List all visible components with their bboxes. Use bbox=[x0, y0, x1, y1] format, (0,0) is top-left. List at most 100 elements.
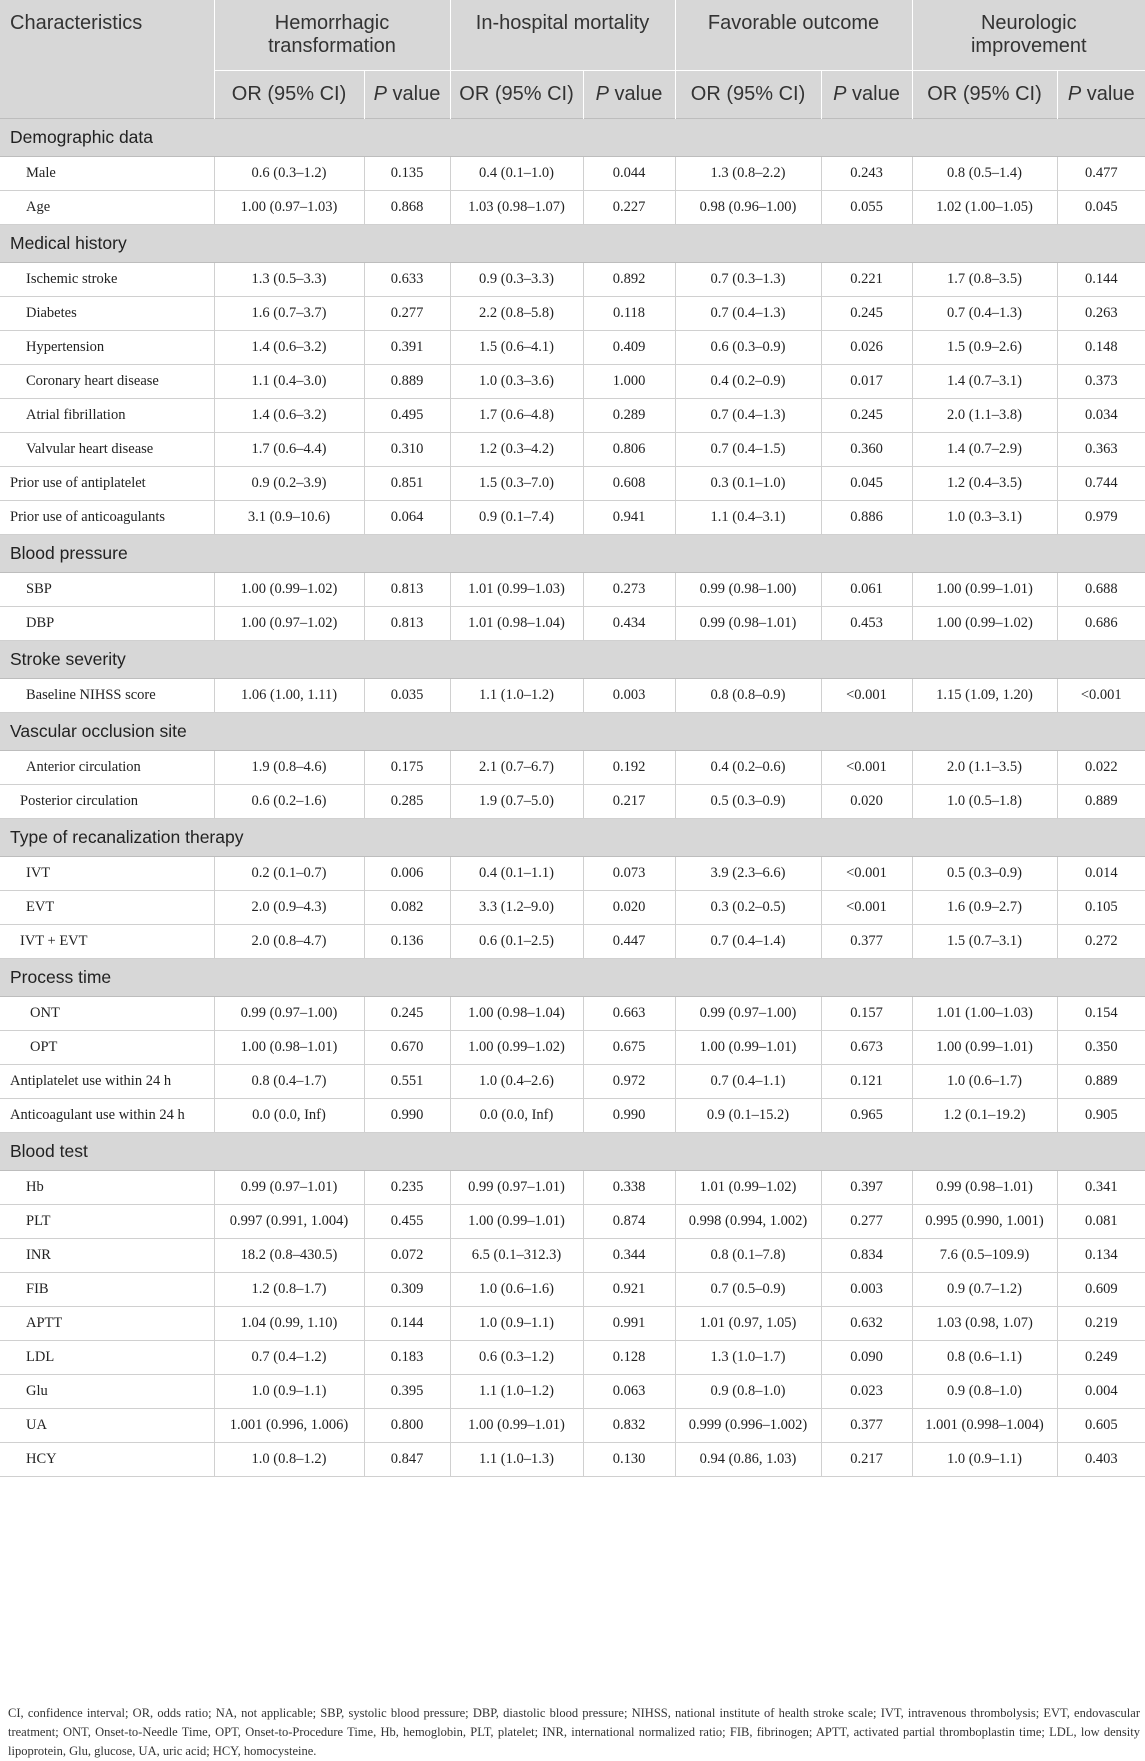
or-ci-cell: 1.04 (0.99, 1.10) bbox=[214, 1306, 365, 1341]
p-value-cell: 0.344 bbox=[583, 1238, 676, 1273]
or-ci-cell: 1.0 (0.6–1.6) bbox=[450, 1272, 584, 1307]
or-ci-cell: 0.9 (0.7–1.2) bbox=[912, 1272, 1058, 1307]
row-label: LDL bbox=[0, 1340, 215, 1375]
or-ci-cell: 0.6 (0.1–2.5) bbox=[450, 924, 584, 959]
header-group-neurologic-improvement: Neurologic improvement bbox=[912, 0, 1145, 70]
p-value-cell: 0.249 bbox=[1057, 1340, 1145, 1375]
or-ci-cell: 0.7 (0.3–1.3) bbox=[675, 262, 822, 297]
header-group-in-hospital-mortality: In-hospital mortality bbox=[450, 0, 676, 70]
or-ci-cell: 1.03 (0.98, 1.07) bbox=[912, 1306, 1058, 1341]
p-value-cell: 0.003 bbox=[583, 678, 676, 713]
or-ci-cell: 1.5 (0.9–2.6) bbox=[912, 330, 1058, 365]
or-ci-cell: 0.995 (0.990, 1.001) bbox=[912, 1204, 1058, 1239]
p-value-cell: 0.889 bbox=[364, 364, 451, 399]
p-value-cell: 0.363 bbox=[1057, 432, 1145, 467]
or-ci-cell: 1.0 (0.5–1.8) bbox=[912, 784, 1058, 819]
or-ci-cell: 0.7 (0.4–1.3) bbox=[675, 296, 822, 331]
p-value-cell: 0.847 bbox=[364, 1442, 451, 1477]
table-row: Coronary heart disease 1.1 (0.4–3.0) 0.889… bbox=[0, 364, 1145, 399]
p-value-cell: 0.277 bbox=[364, 296, 451, 331]
or-ci-cell: 1.1 (0.4–3.1) bbox=[675, 500, 822, 535]
p-value-cell: 0.245 bbox=[821, 296, 913, 331]
p-value-cell: 0.105 bbox=[1057, 890, 1145, 925]
table-row: Baseline NIHSS score 1.06 (1.00, 1.11) 0.0… bbox=[0, 678, 1145, 713]
row-label: SBP bbox=[0, 572, 215, 607]
p-value-cell: 0.889 bbox=[1057, 784, 1145, 819]
or-ci-cell: 1.03 (0.98–1.07) bbox=[450, 190, 584, 225]
p-value-cell: 0.447 bbox=[583, 924, 676, 959]
section-header-row: Blood test bbox=[0, 1131, 1145, 1171]
or-ci-cell: 0.99 (0.97–1.01) bbox=[450, 1170, 584, 1205]
p-value-cell: 0.609 bbox=[1057, 1272, 1145, 1307]
row-label: IVT bbox=[0, 856, 215, 891]
or-ci-cell: 0.4 (0.2–0.9) bbox=[675, 364, 822, 399]
or-ci-cell: 2.2 (0.8–5.8) bbox=[450, 296, 584, 331]
table-row: Prior use of anticoagulants 3.1 (0.9–10.6… bbox=[0, 500, 1145, 535]
row-label: Prior use of anticoagulants bbox=[0, 500, 215, 535]
p-value-cell: 0.035 bbox=[364, 678, 451, 713]
or-ci-cell: 0.0 (0.0, Inf) bbox=[214, 1098, 365, 1133]
p-value-cell: 0.673 bbox=[821, 1030, 913, 1065]
p-value-cell: 0.061 bbox=[821, 572, 913, 607]
p-value-cell: 0.350 bbox=[1057, 1030, 1145, 1065]
p-italic: P bbox=[833, 82, 847, 105]
p-value-cell: 0.245 bbox=[821, 398, 913, 433]
or-ci-cell: 1.0 (0.4–2.6) bbox=[450, 1064, 584, 1099]
p-value-cell: 0.045 bbox=[821, 466, 913, 501]
p-value-cell: 0.235 bbox=[364, 1170, 451, 1205]
or-ci-cell: 1.2 (0.8–1.7) bbox=[214, 1272, 365, 1307]
p-value-cell: 0.134 bbox=[1057, 1238, 1145, 1273]
or-ci-cell: 0.9 (0.2–3.9) bbox=[214, 466, 365, 501]
or-ci-cell: 0.99 (0.98–1.01) bbox=[675, 606, 822, 641]
header-or-ci: OR (95% CI) bbox=[912, 69, 1058, 118]
or-ci-cell: 2.0 (1.1–3.8) bbox=[912, 398, 1058, 433]
table-row: EVT 2.0 (0.9–4.3) 0.082 3.3 (1.2–9.0) 0.020 0… bbox=[0, 890, 1145, 925]
p-value-cell: 0.055 bbox=[821, 190, 913, 225]
p-value-cell: 0.148 bbox=[1057, 330, 1145, 365]
row-label: UA bbox=[0, 1408, 215, 1443]
or-ci-cell: 1.7 (0.6–4.8) bbox=[450, 398, 584, 433]
or-ci-cell: 1.1 (1.0–1.2) bbox=[450, 1374, 584, 1409]
or-ci-cell: 0.99 (0.97–1.00) bbox=[214, 996, 365, 1031]
p-value-cell: 0.017 bbox=[821, 364, 913, 399]
header-or-ci: OR (95% CI) bbox=[450, 69, 584, 118]
row-label: Posterior circulation bbox=[0, 784, 215, 819]
p-value-cell: <0.001 bbox=[821, 890, 913, 925]
p-value-cell: 0.003 bbox=[821, 1272, 913, 1307]
or-ci-cell: 1.001 (0.996, 1.006) bbox=[214, 1408, 365, 1443]
p-value-cell: 0.397 bbox=[821, 1170, 913, 1205]
p-value-cell: 0.806 bbox=[583, 432, 676, 467]
table-row: PLT 0.997 (0.991, 1.004) 0.455 1.00 (0.99–1… bbox=[0, 1204, 1145, 1239]
table-row: IVT + EVT 2.0 (0.8–4.7) 0.136 0.6 (0.1–2.5)… bbox=[0, 924, 1145, 959]
row-label: APTT bbox=[0, 1306, 215, 1341]
header-characteristics: Characteristics bbox=[0, 0, 215, 118]
section-title: Process time bbox=[0, 957, 1145, 997]
row-label: IVT + EVT bbox=[0, 924, 215, 959]
p-value-cell: 0.605 bbox=[1057, 1408, 1145, 1443]
p-italic: P bbox=[1067, 82, 1082, 105]
or-ci-cell: 1.0 (0.9–1.1) bbox=[450, 1306, 584, 1341]
table-row: OPT 1.00 (0.98–1.01) 0.670 1.00 (0.99–1.02)… bbox=[0, 1030, 1145, 1065]
or-ci-cell: 1.0 (0.3–3.1) bbox=[912, 500, 1058, 535]
or-ci-cell: 1.00 (0.99–1.02) bbox=[214, 572, 365, 607]
p-value-cell: 0.192 bbox=[583, 750, 676, 785]
or-ci-cell: 0.8 (0.5–1.4) bbox=[912, 156, 1058, 191]
p-value-cell: 0.157 bbox=[821, 996, 913, 1031]
p-value-cell: 0.004 bbox=[1057, 1374, 1145, 1409]
row-label: Age bbox=[0, 190, 215, 225]
table-row: Anticoagulant use within 24 h 0.0 (0.0, I… bbox=[0, 1098, 1145, 1133]
or-ci-cell: 0.3 (0.1–1.0) bbox=[675, 466, 822, 501]
section-header-row: Process time bbox=[0, 957, 1145, 997]
p-value-cell: 0.072 bbox=[364, 1238, 451, 1273]
or-ci-cell: 0.9 (0.8–1.0) bbox=[675, 1374, 822, 1409]
p-value-cell: 0.360 bbox=[821, 432, 913, 467]
p-value-cell: 0.020 bbox=[583, 890, 676, 925]
or-ci-cell: 0.8 (0.1–7.8) bbox=[675, 1238, 822, 1273]
p-value-cell: 0.965 bbox=[821, 1098, 913, 1133]
p-value-cell: 1.000 bbox=[583, 364, 676, 399]
or-ci-cell: 0.8 (0.4–1.7) bbox=[214, 1064, 365, 1099]
or-ci-cell: 0.98 (0.96–1.00) bbox=[675, 190, 822, 225]
table-row: Glu 1.0 (0.9–1.1) 0.395 1.1 (1.0–1.2) 0.063 0… bbox=[0, 1374, 1145, 1409]
or-ci-cell: 1.2 (0.3–4.2) bbox=[450, 432, 584, 467]
p-value-cell: 0.006 bbox=[364, 856, 451, 891]
